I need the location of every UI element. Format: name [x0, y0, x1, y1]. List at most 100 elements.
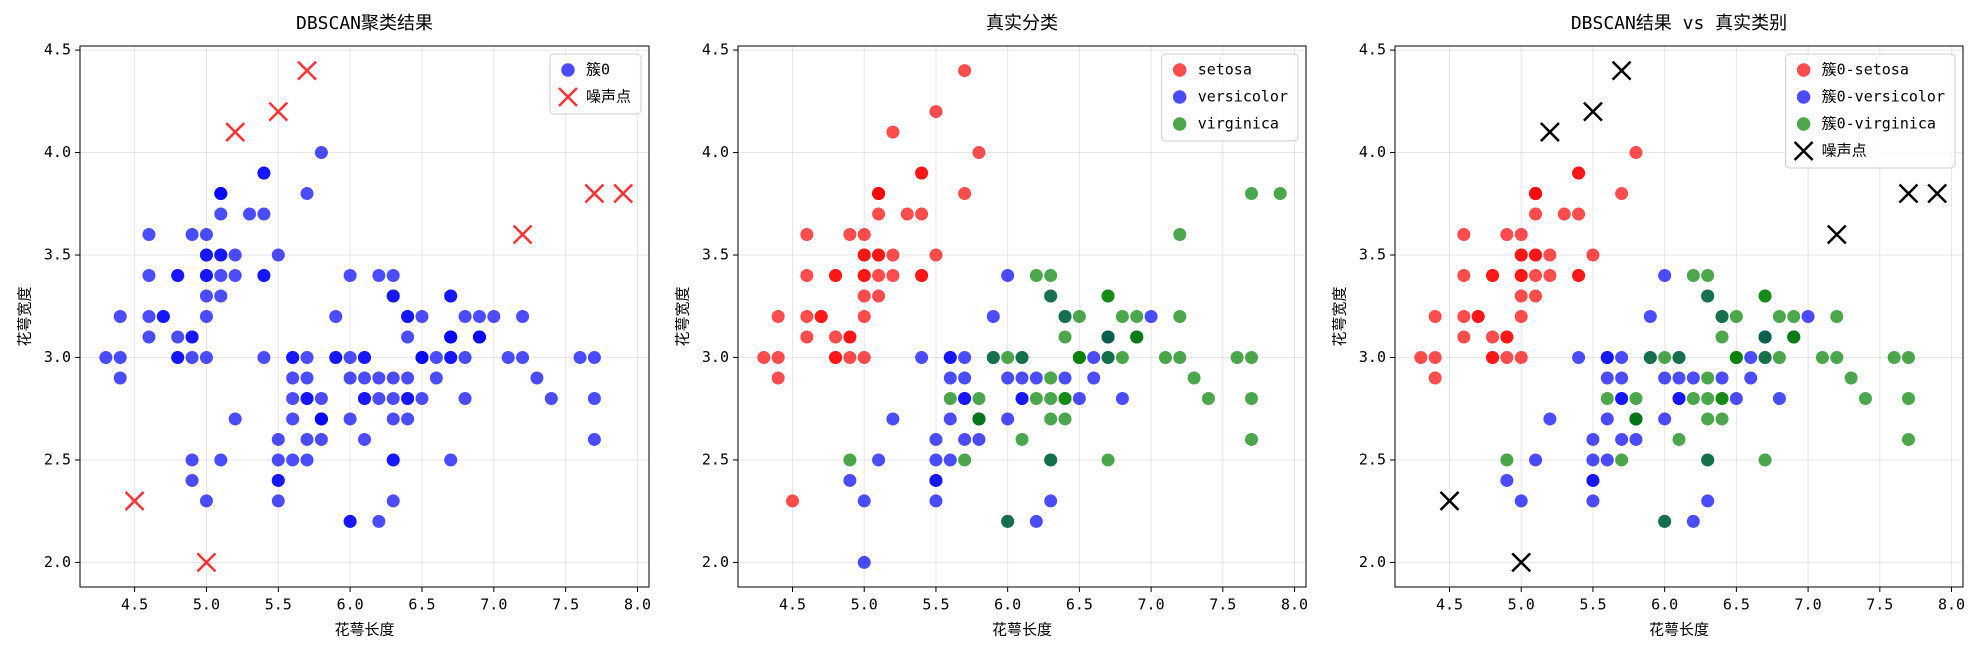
point [415, 391, 429, 405]
noise-marker [558, 87, 578, 107]
point [958, 350, 972, 364]
x-tick-label: 4.5 [1436, 596, 1463, 614]
point [872, 248, 886, 262]
chart-title: DBSCAN聚类结果 [296, 13, 433, 34]
point [1044, 412, 1058, 426]
point [257, 207, 271, 221]
y-tick-label: 3.5 [702, 246, 729, 264]
point [1615, 453, 1629, 467]
point [1072, 310, 1086, 323]
point [228, 248, 242, 262]
point [458, 350, 472, 364]
point [1172, 117, 1187, 131]
point [1572, 269, 1586, 283]
point [857, 350, 871, 364]
point [401, 330, 415, 344]
point [271, 494, 285, 508]
y-tick-label: 4.5 [1359, 41, 1386, 59]
point [458, 391, 472, 405]
point [444, 453, 458, 467]
point [1572, 350, 1586, 364]
point [1600, 391, 1614, 405]
point [199, 350, 213, 364]
y-tick-label: 2.0 [44, 553, 71, 571]
point [1101, 330, 1115, 344]
point [228, 269, 242, 283]
legend-label: 簇0-virginica [1822, 115, 1936, 133]
legend: 簇0 噪声点 [549, 53, 642, 115]
legend: 簇0-setosa 簇0-versicolor 簇0-virginica 噪声点 [1785, 53, 1956, 169]
point [444, 350, 458, 364]
y-tick-label: 2.5 [44, 450, 71, 468]
point [1457, 228, 1471, 242]
point [1230, 350, 1244, 364]
legend-box [1785, 53, 1956, 169]
point [1529, 453, 1543, 467]
point [1514, 228, 1528, 242]
point [929, 105, 943, 119]
point [958, 432, 972, 446]
point [185, 228, 199, 242]
point [1787, 310, 1801, 323]
legend-label: 簇0-setosa [1822, 61, 1909, 79]
point [1529, 269, 1543, 283]
point [314, 146, 328, 160]
point [900, 207, 914, 221]
point [1701, 289, 1715, 303]
point [800, 330, 814, 344]
point [857, 269, 871, 283]
point [1144, 310, 1158, 323]
x-tick-label: 8.0 [1281, 596, 1308, 614]
x-tick-label: 6.0 [337, 596, 364, 614]
point [1273, 187, 1287, 201]
y-tick-label: 4.0 [702, 143, 729, 161]
noise-marker [196, 552, 217, 573]
point [1529, 207, 1543, 221]
x-axis-label: 花萼长度 [334, 621, 394, 639]
noise-marker [1927, 183, 1948, 204]
point [915, 350, 929, 364]
point [929, 494, 943, 508]
point [829, 350, 843, 364]
point [343, 371, 357, 385]
y-tick-label: 3.0 [702, 348, 729, 366]
point [1830, 310, 1844, 323]
point [1629, 146, 1643, 160]
point [857, 228, 871, 242]
point [886, 412, 900, 426]
point [829, 330, 843, 344]
point [843, 330, 857, 344]
point [1615, 371, 1629, 385]
point [1600, 453, 1614, 467]
point [300, 432, 314, 446]
chart-title: DBSCAN结果 vs 真实类别 [1571, 13, 1787, 34]
point [1658, 412, 1672, 426]
legend-label: 噪声点 [1822, 142, 1867, 160]
point [1015, 432, 1029, 446]
point [372, 514, 386, 528]
legend: setosa versicolor virginica [1161, 53, 1299, 142]
point [257, 269, 271, 283]
point [199, 248, 213, 262]
point [1672, 350, 1686, 364]
point [573, 350, 587, 364]
point [1058, 412, 1072, 426]
x-tick-label: 4.5 [779, 596, 806, 614]
point [386, 453, 400, 467]
point [1557, 207, 1571, 221]
point [1643, 310, 1657, 323]
point [343, 269, 357, 283]
point [1001, 269, 1015, 283]
y-tick-label: 4.5 [44, 41, 71, 59]
point [857, 289, 871, 303]
point [214, 289, 228, 303]
point [1514, 289, 1528, 303]
y-tick-label: 4.0 [1359, 143, 1386, 161]
x-tick-label: 6.5 [1066, 596, 1093, 614]
point [1529, 248, 1543, 262]
point [1686, 371, 1700, 385]
point [1044, 494, 1058, 508]
x-tick-label: 4.5 [121, 596, 148, 614]
point [271, 473, 285, 487]
